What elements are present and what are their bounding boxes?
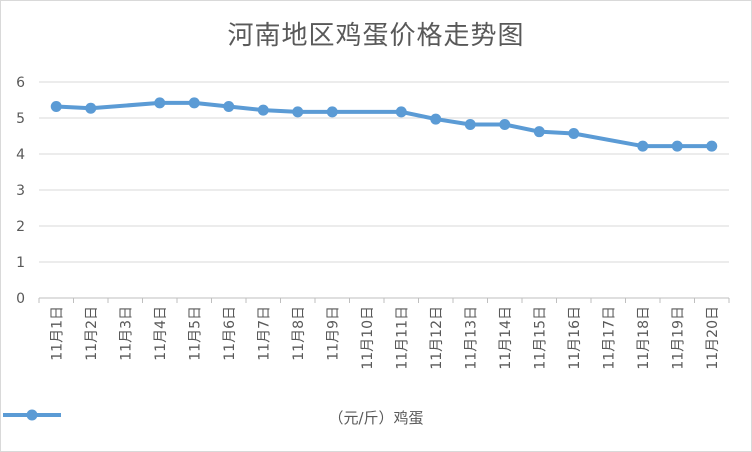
data-point: [464, 118, 476, 130]
legend-marker: [3, 409, 61, 421]
data-point: [637, 140, 649, 152]
x-tick-label: 11月4日: [153, 306, 169, 361]
x-tick-label: 11月13日: [463, 306, 479, 370]
x-tick-label: 11月11日: [394, 306, 410, 370]
data-point: [50, 100, 62, 112]
x-tick-label: 11月3日: [118, 306, 134, 361]
legend-label: （元/斤）鸡蛋: [328, 409, 424, 427]
data-point: [292, 106, 304, 118]
data-point: [430, 113, 442, 125]
data-point: [706, 140, 718, 152]
x-tick-label: 11月1日: [49, 306, 65, 361]
y-tick-label: 5: [16, 111, 25, 127]
x-tick-label: 11月17日: [601, 306, 617, 370]
y-tick-label: 6: [16, 75, 25, 91]
x-tick-label: 11月8日: [291, 306, 307, 361]
x-tick-label: 11月7日: [256, 306, 272, 361]
y-tick-label: 4: [16, 147, 25, 163]
legend: （元/斤）鸡蛋: [1, 407, 751, 428]
x-tick-label: 11月18日: [636, 306, 652, 370]
data-point: [188, 97, 200, 109]
data-point: [326, 106, 338, 118]
data-point: [568, 127, 580, 139]
x-tick-label: 11月12日: [429, 306, 445, 370]
y-tick-label: 1: [16, 255, 25, 271]
x-tick-label: 11月9日: [325, 306, 341, 361]
data-point: [499, 118, 511, 130]
x-tick-label: 11月19日: [670, 306, 686, 370]
x-tick-label: 11月6日: [222, 306, 238, 361]
data-point: [257, 104, 269, 116]
y-tick-label: 3: [16, 183, 25, 199]
y-tick-label: 2: [16, 219, 25, 235]
x-tick-label: 11月20日: [705, 306, 721, 370]
x-tick-label: 11月2日: [84, 306, 100, 361]
x-tick-label: 11月14日: [498, 306, 514, 370]
data-point: [395, 106, 407, 118]
data-point: [85, 102, 97, 114]
x-tick-label: 11月5日: [187, 306, 203, 361]
x-tick-label: 11月15日: [532, 306, 548, 370]
y-tick-label: 0: [16, 291, 25, 307]
data-point: [154, 97, 166, 109]
data-point: [671, 140, 683, 152]
data-point: [223, 100, 235, 112]
x-tick-label: 11月16日: [567, 306, 583, 370]
series-line: [54, 100, 714, 149]
chart-title: 河南地区鸡蛋价格走势图: [227, 21, 525, 51]
data-point: [533, 126, 545, 138]
x-tick-label: 11月10日: [360, 306, 376, 370]
